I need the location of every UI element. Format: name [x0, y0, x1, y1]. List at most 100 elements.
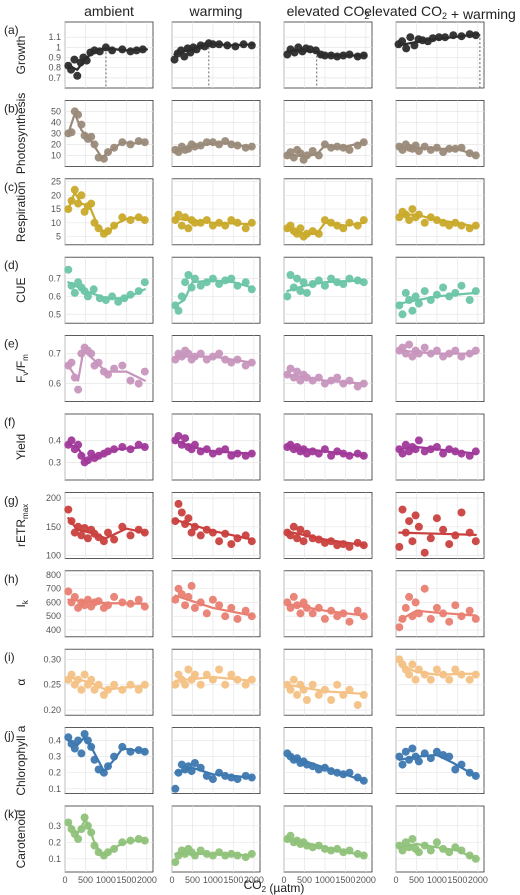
data-point [465, 349, 474, 358]
data-point [202, 355, 211, 364]
data-point [70, 744, 79, 753]
data-point [451, 843, 460, 852]
data-point [471, 614, 480, 623]
panel-c-col-1 [64, 178, 154, 246]
data-point [314, 765, 323, 774]
data-point [353, 221, 362, 230]
fit-line [67, 349, 146, 382]
panel-i-col-1 [64, 648, 154, 716]
panel-frame [395, 178, 485, 246]
data-point [457, 352, 466, 361]
data-point [77, 451, 86, 460]
data-point [126, 445, 135, 454]
fit-line [398, 609, 477, 622]
data-point [215, 537, 224, 546]
data-point [171, 680, 180, 689]
data-point [414, 349, 423, 358]
data-point [320, 763, 329, 772]
data-point [432, 216, 441, 225]
data-point [320, 216, 329, 225]
data-point [333, 447, 342, 456]
panel-g-col-2 [171, 491, 261, 559]
data-point [104, 447, 112, 456]
data-point [445, 617, 454, 626]
y-tick-label: 0.6 [48, 379, 61, 389]
data-point [126, 747, 135, 756]
data-point [353, 849, 362, 858]
data-point [110, 143, 119, 152]
data-point [457, 846, 466, 855]
panel-c-col-2 [171, 178, 261, 246]
data-point [171, 784, 180, 793]
data-point [247, 285, 256, 294]
data-point [457, 143, 466, 152]
y-tick-label: 0.4 [48, 735, 61, 745]
data-point [408, 835, 417, 843]
data-point [314, 276, 323, 285]
data-point [293, 534, 302, 543]
data-point [471, 771, 480, 780]
y-tick-label: 5 [56, 232, 61, 242]
data-point [177, 292, 186, 301]
data-point [241, 361, 250, 370]
data-point [221, 445, 230, 454]
x-tick-label: 0 [62, 875, 67, 885]
data-point [77, 825, 86, 834]
panel-letter: (e) [4, 337, 19, 351]
data-point [77, 191, 86, 200]
data-point [451, 601, 460, 610]
data-point [104, 528, 112, 537]
data-point [83, 821, 92, 830]
data-point [420, 218, 429, 227]
data-point [202, 609, 211, 618]
data-point [184, 224, 193, 233]
data-point [202, 670, 211, 679]
data-point [215, 280, 224, 288]
data-point [445, 752, 454, 761]
data-point [215, 768, 224, 777]
data-point [208, 675, 217, 684]
panel-k-col-4: 0 500 1000 1500 2000 [393, 805, 488, 885]
data-point [401, 528, 410, 537]
y-tick-label: 25 [51, 177, 61, 187]
data-point [286, 831, 295, 840]
data-point [471, 221, 480, 230]
data-point [202, 771, 211, 780]
panel-row-d: (d) CUE 0.5 0.6 0.7 [4, 256, 485, 324]
data-point [426, 213, 435, 222]
data-point [398, 449, 407, 458]
data-point [465, 768, 474, 777]
data-point [108, 292, 117, 301]
panel-g-col-4 [395, 491, 485, 559]
data-point [90, 841, 99, 850]
data-point [95, 294, 104, 303]
data-point [420, 670, 429, 679]
data-point [439, 218, 448, 227]
y-axis-label: CUE [14, 278, 28, 303]
data-point [196, 531, 205, 540]
data-point [414, 522, 423, 531]
y-axis-label: Carotenoid [14, 810, 28, 869]
data-point [395, 752, 404, 761]
data-point [345, 145, 354, 154]
data-point [408, 306, 417, 315]
data-point [247, 218, 256, 227]
data-point [308, 843, 317, 852]
data-point [70, 55, 79, 64]
y-tick-label: 0.30 [43, 654, 61, 664]
data-point [465, 451, 474, 460]
data-point [190, 670, 199, 679]
data-point [445, 540, 454, 549]
y-tick-label: 200 [46, 493, 61, 503]
data-point [398, 343, 407, 352]
data-point [126, 376, 135, 385]
data-point [227, 670, 236, 679]
data-point [80, 524, 89, 532]
panel-letter: (h) [4, 572, 19, 586]
data-point [320, 538, 329, 547]
data-point [339, 143, 348, 152]
data-point [190, 522, 199, 531]
data-point [118, 598, 127, 607]
data-point [140, 138, 149, 147]
